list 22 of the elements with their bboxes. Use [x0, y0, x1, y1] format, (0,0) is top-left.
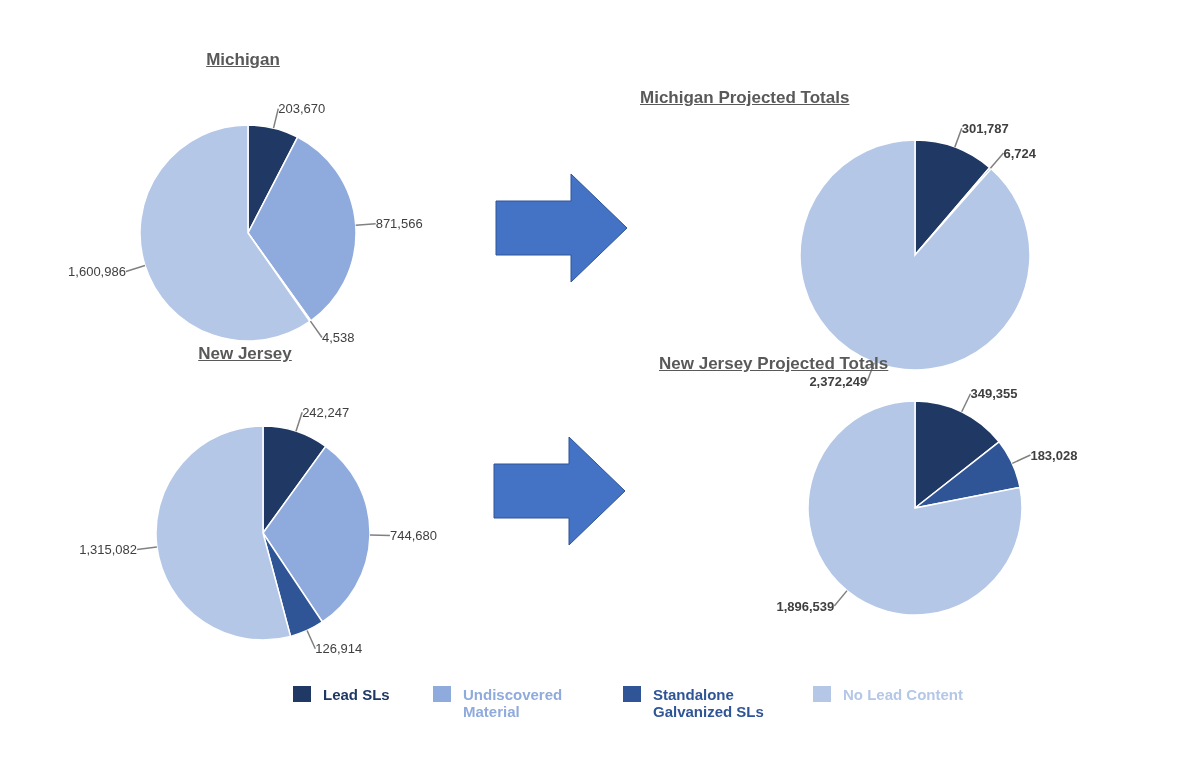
- data-label: 2,372,249: [809, 373, 868, 389]
- data-label: 1,600,986: [68, 263, 126, 279]
- legend-label: Standalone Galvanized SLs: [653, 686, 765, 720]
- data-label: 126,914: [315, 641, 363, 657]
- data-label: 744,680: [389, 527, 437, 543]
- chart-title: Michigan Projected Totals: [640, 88, 851, 108]
- legend-label: Undiscovered Material: [463, 686, 564, 720]
- data-label: 1,896,539: [776, 598, 835, 614]
- data-label: 203,670: [278, 101, 326, 117]
- data-label: 6,724: [1003, 145, 1037, 161]
- legend-label: No Lead Content: [843, 686, 963, 703]
- chart-title: Michigan: [205, 50, 281, 70]
- data-label: 183,028: [1030, 447, 1078, 463]
- data-label: 349,355: [970, 386, 1018, 402]
- legend-label: Lead SLs: [323, 686, 391, 703]
- data-label: 871,566: [375, 216, 423, 232]
- data-label: 301,787: [961, 120, 1009, 136]
- data-label: 242,247: [302, 404, 350, 420]
- chart-title: New Jersey Projected Totals: [659, 354, 890, 374]
- data-label: 4,538: [321, 329, 355, 345]
- chart-title: New Jersey: [197, 344, 293, 364]
- data-label: 1,315,082: [79, 541, 138, 557]
